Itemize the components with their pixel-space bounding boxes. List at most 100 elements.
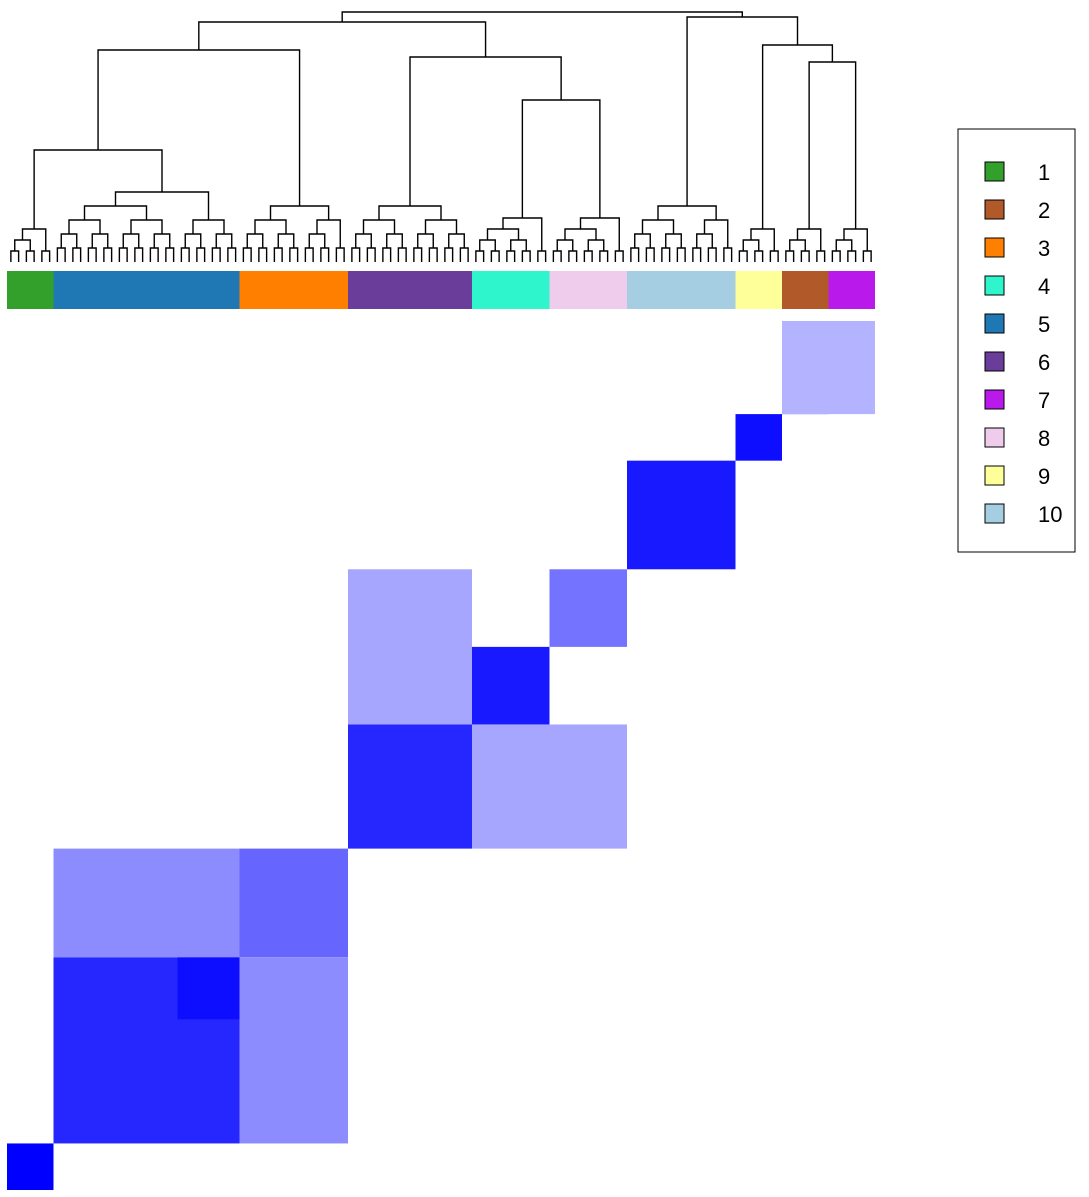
dendrogram-link [428,247,438,262]
dendrogram-link [103,247,113,262]
legend-swatch-4 [984,275,1005,296]
dendrogram-link [862,250,872,262]
dendrogram-link [215,233,233,248]
dendrogram-link [83,205,148,220]
dendrogram-link [800,250,810,262]
legend-swatch-5 [984,313,1005,334]
legend-label-1: 1 [1038,160,1050,185]
dendrogram-link [180,247,190,262]
dendrogram-link [521,99,601,218]
dendrogram-link [583,250,593,262]
heatmap-block [177,957,240,1020]
heatmap-block [627,460,736,570]
dendrogram-link [785,250,795,262]
legend-swatch-7 [984,389,1005,410]
dendrogram-link [831,250,841,262]
dendrogram-link [630,247,640,262]
color-bar-cluster-7 [828,271,875,309]
heatmap-block [239,848,348,958]
dendrogram-link [564,228,597,240]
color-bar-cluster-2 [782,271,829,309]
dendrogram-link [258,247,268,262]
dendrogram-link [41,250,51,262]
dendrogram-link [816,250,826,262]
dendrogram-link [707,247,717,262]
dendrogram-link [552,250,562,262]
dendrogram-link [68,219,101,234]
dendrogram-link [847,250,857,262]
dendrogram-link [227,247,237,262]
dendrogram-link [506,250,516,262]
dendrogram-link [192,219,225,234]
dendrogram-link [510,239,527,251]
dendrogram-link [14,239,31,251]
color-bar-cluster-4 [472,271,550,309]
dendrogram-link [537,250,547,262]
dendrogram-link [413,247,423,262]
dendrogram-link [335,247,345,262]
dendrogram-link [614,250,624,262]
dendrogram-link [355,233,372,248]
dendrogram-link [665,233,682,248]
legend-label-10: 10 [1038,502,1062,527]
legend-label-3: 3 [1038,236,1050,261]
dendrogram-link [568,250,578,262]
dendrogram [10,11,872,262]
dendrogram-link [308,233,326,248]
dendrogram-link [475,250,485,262]
legend-swatch-2 [984,199,1005,220]
color-bar-cluster-3 [239,271,348,309]
dendrogram-link [122,233,140,248]
heatmap-block [53,848,240,958]
legend-label-4: 4 [1038,274,1050,299]
dendrogram-link [657,205,717,220]
dendrogram-link [378,205,442,220]
dendrogram-link [459,247,469,262]
dendrogram-link [254,219,287,234]
dendrogram-link [479,239,496,251]
dendrogram-link [269,205,330,220]
dendrogram-link [196,247,206,262]
dendrogram-link [91,233,109,248]
dendrogram-link [587,239,605,251]
heatmap-block [472,646,550,725]
dendrogram-link [444,247,454,262]
dendrogram-link [362,219,396,234]
dendrogram-link [184,233,202,248]
dendrogram-link [134,247,144,262]
dendrogram-link [289,247,299,262]
dendrogram-link [761,44,834,229]
legend-swatch-1 [984,161,1005,182]
legend-label-5: 5 [1038,312,1050,337]
color-bar-cluster-9 [735,271,782,309]
dendrogram-link [149,247,159,262]
dendrogram-link [521,250,531,262]
dendrogram-link [645,247,655,262]
dendrogram-link [60,233,78,248]
dendrogram-link [25,250,35,262]
dendrogram-link [118,247,128,262]
dendrogram-link [382,247,392,262]
color-bar-cluster-5 [53,271,240,309]
dendrogram-link [486,228,520,240]
dendrogram-link [320,247,330,262]
dendrogram-link [304,247,314,262]
legend-swatch-6 [984,351,1005,372]
dendrogram-link [754,250,764,262]
dendrogram-link [417,233,434,248]
legend-frame [957,128,1076,553]
legend-swatch-9 [984,465,1005,486]
dendrogram-link [130,219,163,234]
dendrogram-link [424,219,458,234]
dendrogram-link [56,247,66,262]
dendrogram-link [742,239,760,251]
dendrogram-link [738,250,748,262]
legend-label-8: 8 [1038,426,1050,451]
dendrogram-link [386,233,403,248]
dendrogram-link [153,233,171,248]
legend-label-9: 9 [1038,464,1050,489]
dendrogram-link [242,247,252,262]
heatmap-block [7,1143,54,1190]
color-bar-cluster-1 [7,271,54,309]
